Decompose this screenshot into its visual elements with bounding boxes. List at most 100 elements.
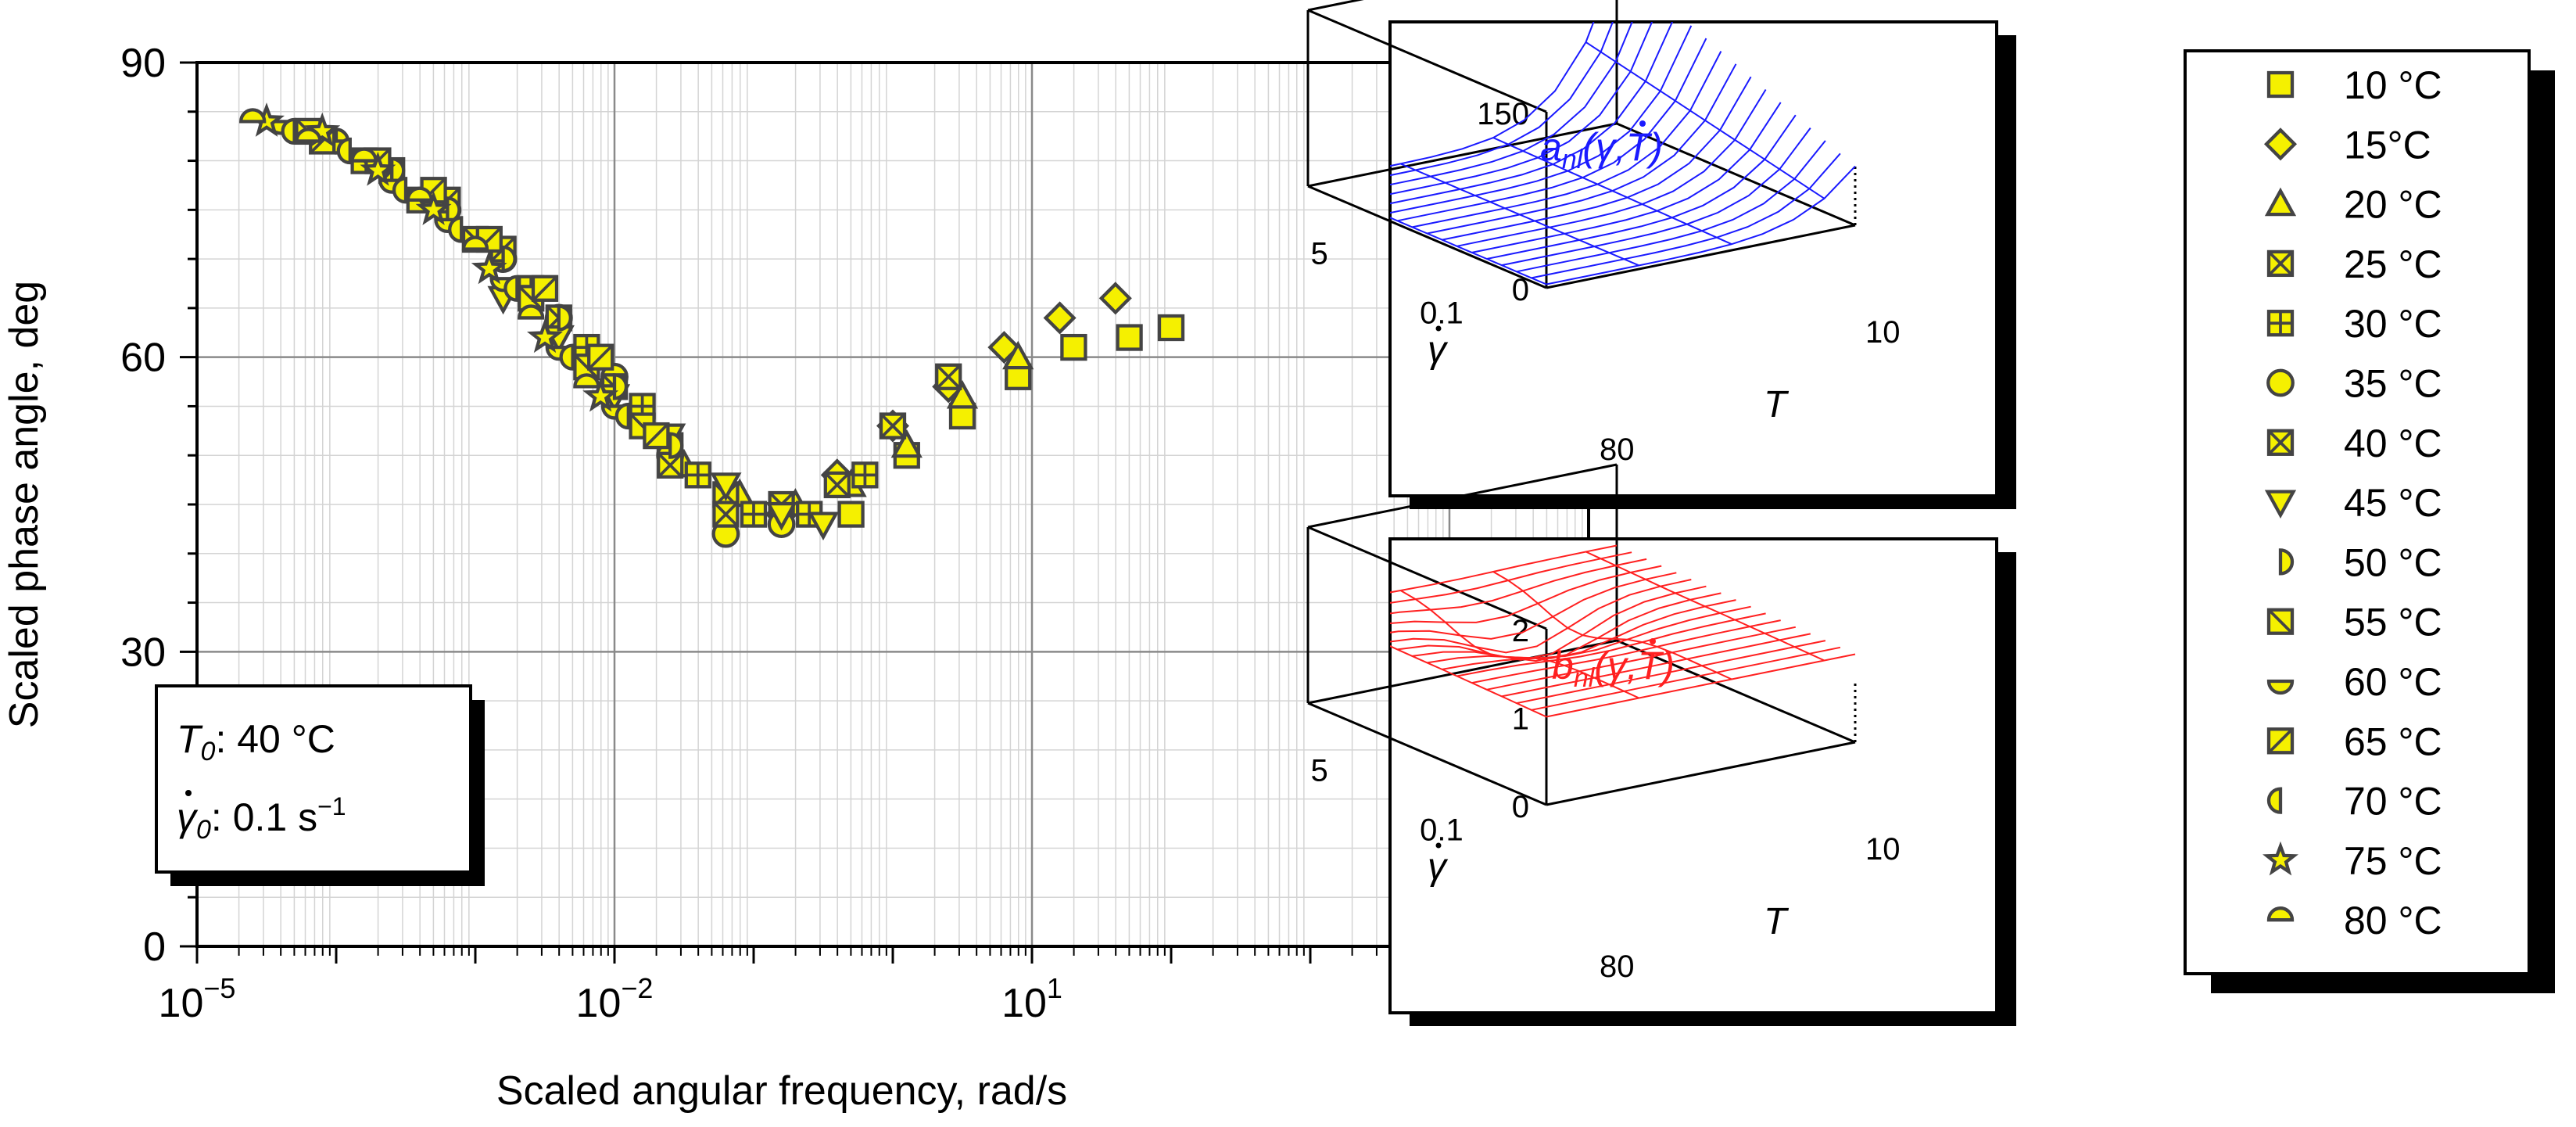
data-point xyxy=(643,422,670,450)
mesh-line xyxy=(1492,137,1732,246)
inset-anl-axes: 150 0 0.1 5 γ 80 10 T xyxy=(1306,0,1901,467)
legend-marker xyxy=(2264,187,2297,217)
legend-label: 55 °C xyxy=(2344,601,2442,644)
data-point xyxy=(304,112,341,147)
data-point xyxy=(471,249,507,285)
t0-subscript: 0 xyxy=(201,737,216,766)
data-point xyxy=(684,461,711,489)
data-point xyxy=(501,245,517,273)
legend-marker xyxy=(2266,608,2295,635)
data-point xyxy=(710,472,742,501)
gamma-axis-label: γ xyxy=(1428,329,1449,371)
mesh-line xyxy=(1390,25,1693,214)
data-point xyxy=(336,137,352,165)
scatter-points xyxy=(239,102,1185,548)
data-point xyxy=(612,373,629,400)
t-tick-label: 80 xyxy=(1600,949,1635,984)
gamma-tick-label: 5 xyxy=(1311,754,1328,788)
inset-bnl-mesh xyxy=(1390,544,1856,718)
data-point xyxy=(851,461,879,489)
mesh-line xyxy=(1412,592,1722,662)
legend-label: 60 °C xyxy=(2344,660,2442,704)
data-point xyxy=(503,275,519,302)
data-point xyxy=(239,108,267,124)
legend: 10 °C 15°C 20 °C 25 °C 30 °C 35 °C 40 °C 45 °C 5… xyxy=(2184,49,2555,993)
gamma-axis-dot xyxy=(1435,842,1442,849)
legend-marker xyxy=(2263,841,2298,876)
data-point xyxy=(406,186,433,202)
t-axis-label: T xyxy=(1764,384,1790,425)
mesh-line xyxy=(1390,645,1547,718)
gamma0-exponent: −1 xyxy=(317,792,346,820)
inset-anl-surface: 150 0 0.1 5 γ 80 10 T anl(γ,T) xyxy=(1306,0,2016,509)
data-point xyxy=(946,379,979,409)
legend-label: 75 °C xyxy=(2344,839,2442,883)
data-point xyxy=(448,216,464,243)
legend-label: 20 °C xyxy=(2344,183,2442,227)
legend-marker xyxy=(2266,310,2295,337)
x-axis-label: Scaled angular frequency, rad/s xyxy=(496,1068,1067,1114)
mesh-line xyxy=(1390,572,1677,640)
mesh-line xyxy=(1585,41,1825,199)
front-right-line xyxy=(1616,639,1856,744)
data-point xyxy=(740,501,768,528)
legend-marker xyxy=(2266,429,2295,456)
back-axis-line xyxy=(1307,702,1547,806)
mesh-line xyxy=(1531,646,1841,711)
legend-label: 35 °C xyxy=(2344,362,2442,406)
data-point xyxy=(837,501,865,528)
data-point xyxy=(360,151,396,186)
right-wall-top xyxy=(1307,0,1364,12)
legend-label: 70 °C xyxy=(2344,780,2442,824)
x-tick-label: 10−2 xyxy=(576,972,654,1026)
mesh-line xyxy=(1492,571,1732,680)
inset-anl-title: anl(γ,T) xyxy=(1540,125,1663,174)
mesh-line xyxy=(1390,22,1653,196)
mesh-line xyxy=(1390,22,1595,167)
legend-marker xyxy=(2266,906,2295,922)
mesh-line xyxy=(1501,127,1811,267)
mesh-line xyxy=(1400,163,1639,267)
inset-bnl-title: bnl(γ,T) xyxy=(1552,644,1675,693)
data-point xyxy=(712,501,740,528)
mesh-line xyxy=(1412,51,1722,228)
data-point xyxy=(629,412,656,440)
data-point xyxy=(557,304,572,332)
legend-label: 40 °C xyxy=(2344,422,2442,465)
front-axis-line xyxy=(1546,741,1856,806)
inset-anl-title-dot xyxy=(1639,120,1646,127)
data-point xyxy=(1157,314,1185,342)
data-point xyxy=(518,304,545,320)
t-tick-label: 10 xyxy=(1865,315,1901,350)
legend-label: 50 °C xyxy=(2344,540,2442,584)
reference-annotation: T0: 40 °C γ0: 0.1 s−1 xyxy=(155,684,485,886)
mesh-line xyxy=(1390,22,1674,205)
back-wall-top xyxy=(1307,526,1547,630)
inset-anl-mesh xyxy=(1390,22,1856,285)
z-tick-label: 0 xyxy=(1512,273,1529,307)
legend-label: 25 °C xyxy=(2344,242,2442,286)
z-tick-label: 2 xyxy=(1512,614,1529,648)
y-tick-label: 60 xyxy=(120,336,166,381)
gamma-tick-label: 0.1 xyxy=(1420,296,1464,331)
legend-label: 80 °C xyxy=(2344,899,2442,942)
x-axis: 10−510−2101104 xyxy=(159,946,1590,1026)
mesh-line xyxy=(1456,612,1766,677)
back-wall-top xyxy=(1307,9,1547,113)
mesh-line xyxy=(1390,217,1547,285)
data-point xyxy=(807,511,840,541)
z-tick-label: 0 xyxy=(1512,790,1529,824)
data-point xyxy=(1098,282,1132,315)
mesh-line xyxy=(1390,22,1633,186)
right-axis-line xyxy=(1307,639,1618,705)
data-point xyxy=(1002,340,1034,370)
gamma0-symbol: γ xyxy=(177,795,199,839)
legend-label: 45 °C xyxy=(2344,481,2442,525)
data-point xyxy=(1116,324,1143,351)
svg-text:γ0: 0.1 s−1: γ0: 0.1 s−1 xyxy=(177,792,346,845)
data-point xyxy=(573,373,600,389)
mesh-line xyxy=(1486,114,1797,260)
data-point xyxy=(559,343,575,371)
svg-text:T0: 40 °C: T0: 40 °C xyxy=(177,717,335,766)
